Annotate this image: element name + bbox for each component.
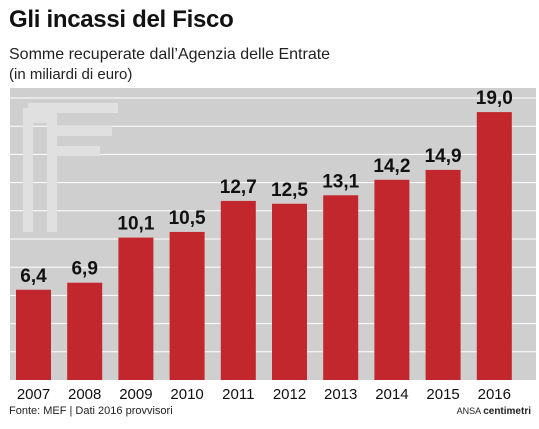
x-tick-label-2010: 2010 — [170, 386, 203, 403]
value-label-2008: 6,9 — [71, 259, 97, 280]
bar-2010 — [169, 231, 205, 380]
bar-2007 — [16, 289, 51, 380]
value-labels: 6,4 6,9 10,1 10,5 12,7 12,5 13,1 14,2 14,9 19,0 — [20, 88, 513, 287]
value-label-2012: 12,5 — [271, 180, 308, 201]
unit-note: (in miliardi di euro) — [9, 66, 133, 83]
x-tick-label-2008: 2008 — [68, 386, 101, 403]
bar-2011 — [220, 200, 256, 380]
bar-2008 — [67, 282, 103, 380]
chart-subtitle: Somme recuperate dall’Agenzia delle Entr… — [9, 46, 331, 63]
value-label-2014: 14,2 — [373, 156, 410, 177]
value-label-2010: 10,5 — [169, 208, 206, 229]
value-label-2011: 12,7 — [220, 177, 257, 198]
value-label-2016: 19,0 — [476, 88, 513, 109]
x-tick-label-2016: 2016 — [478, 386, 511, 403]
bar-2016 — [476, 112, 512, 380]
x-tick-label-2013: 2013 — [324, 386, 357, 403]
bar-2012 — [272, 203, 307, 380]
x-tick-label-2014: 2014 — [375, 386, 408, 403]
x-tick-label-2015: 2015 — [426, 386, 459, 403]
value-label-2009: 10,1 — [117, 214, 154, 235]
value-label-2007: 6,4 — [20, 266, 47, 287]
value-label-2013: 13,1 — [322, 171, 359, 192]
x-tick-label-2011: 2011 — [222, 386, 254, 403]
x-tick-labels: 2007 2008 2009 2010 2011 2012 2013 2014 2015 2016 — [17, 386, 511, 403]
bar-2014 — [374, 179, 410, 380]
source-note: Fonte: MEF | Dati 2016 provvisori — [9, 405, 173, 417]
euro-sign-icon — [23, 103, 118, 232]
value-label-2015: 14,9 — [425, 146, 462, 167]
bar-2015 — [425, 169, 461, 380]
credit: ANSA centimetri — [457, 406, 531, 417]
chart-title: Gli incassi del Fisco — [9, 6, 234, 33]
bar-2009 — [118, 237, 154, 380]
credit-brand: centimetri — [483, 406, 531, 417]
x-tick-label-2012: 2012 — [273, 386, 306, 403]
x-tick-label-2009: 2009 — [119, 386, 152, 403]
credit-prefix: ANSA — [456, 406, 481, 416]
bars — [16, 112, 512, 380]
x-tick-label-2007: 2007 — [17, 386, 50, 403]
bar-2013 — [323, 195, 359, 380]
